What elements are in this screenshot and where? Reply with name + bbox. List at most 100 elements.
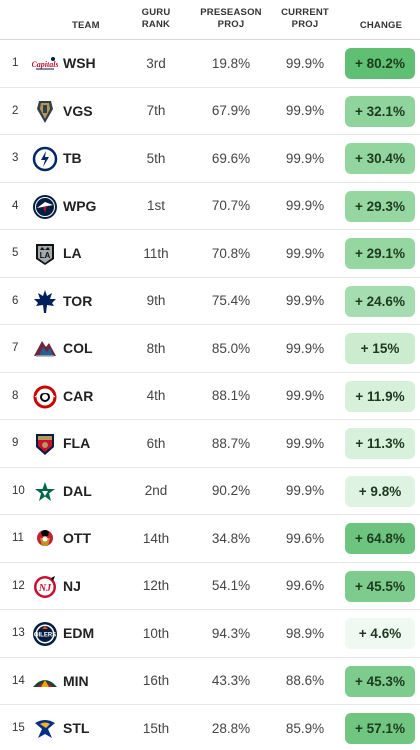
row-number: 7 [12, 342, 19, 355]
guru-rank: 1st [146, 198, 165, 214]
change-badge: + 32.1% [345, 95, 415, 127]
team-abbr[interactable]: FLA [63, 435, 91, 452]
header-preseason-line2: PROJ [217, 19, 245, 30]
guru-rank: 14th [142, 530, 170, 546]
team-abbr[interactable]: CAR [63, 387, 94, 404]
guru-rank: 11th [143, 245, 169, 261]
row-number: 1 [12, 57, 19, 70]
preseason-proj: 34.8% [211, 530, 251, 546]
preseason-proj: 28.8% [211, 720, 251, 736]
guru-rank: 2nd [144, 483, 168, 499]
guru-rank: 12th [142, 578, 170, 594]
team-abbr[interactable]: WPG [63, 197, 97, 214]
current-proj: 99.9% [285, 150, 325, 166]
current-proj: 99.9% [285, 55, 325, 71]
table-row[interactable]: 5 LA LA 11th 70.8% 99.9% + 29.1% [0, 230, 420, 278]
table-row[interactable]: 6 TOR 9th 75.4% 99.9% + 24.6% [0, 278, 420, 325]
table-row[interactable]: 15 STL 15th 28.8% 85.9% + 57.1% [0, 705, 420, 750]
golden-knights-logo-icon [32, 99, 58, 125]
table-body: 1 Capitals WSH 3rd 19.8% 99.9% + 80.2% 2 VGS 7th 6… [0, 40, 420, 750]
guru-rank: 8th [146, 340, 166, 356]
header-current-proj[interactable]: CURRENT PROJ [274, 7, 336, 31]
team-abbr[interactable]: TB [63, 150, 82, 167]
guru-rank: 10th [142, 625, 170, 641]
svg-text:Capitals: Capitals [32, 60, 58, 69]
svg-text:NJ: NJ [38, 583, 52, 594]
team-abbr[interactable]: VGS [63, 102, 93, 119]
stars-logo-icon [32, 479, 58, 505]
team-abbr[interactable]: STL [63, 720, 90, 737]
change-badge: + 24.6% [345, 285, 415, 317]
team-abbr[interactable]: TOR [63, 292, 93, 309]
jets-logo-icon [32, 194, 58, 220]
table-row[interactable]: 4 WPG 1st 70.7% 99.9% + 29.3% [0, 183, 420, 230]
preseason-proj: 90.2% [211, 483, 251, 499]
current-proj: 99.6% [285, 578, 325, 594]
table-row[interactable]: 10 DAL 2nd 90.2% 99.9% + 9.8% [0, 468, 420, 515]
row-number: 13 [12, 627, 25, 640]
header-preseason-proj[interactable]: PRESEASON PROJ [196, 7, 266, 31]
change-badge: + 4.6% [345, 618, 415, 649]
change-badge: + 15% [345, 333, 415, 364]
row-number: 5 [12, 247, 19, 260]
table-row[interactable]: 2 VGS 7th 67.9% 99.9% + 32.1% [0, 88, 420, 135]
table-row[interactable]: 12 NJ NJ 12th 54.1% 99.6% + 45.5% [0, 563, 420, 610]
change-badge: + 30.4% [345, 143, 415, 174]
preseason-proj: 43.3% [211, 673, 251, 689]
wild-logo-icon [32, 669, 58, 695]
header-guru-rank[interactable]: GURU RANK [130, 7, 182, 31]
table-row[interactable]: 8 CAR 4th 88.1% 99.9% + 11.9% [0, 373, 420, 420]
table-row[interactable]: 14 MIN 16th 43.3% 88.6% + 45.3% [0, 658, 420, 705]
preseason-proj: 75.4% [211, 293, 251, 309]
header-change[interactable]: CHANGE [359, 20, 403, 31]
table-row[interactable]: 13 OILERS EDM 10th 94.3% 98.9% + 4.6% [0, 610, 420, 658]
change-badge: + 9.8% [345, 475, 415, 507]
team-abbr[interactable]: COL [63, 340, 93, 357]
team-abbr[interactable]: NJ [63, 577, 81, 594]
change-badge: + 11.9% [345, 380, 415, 412]
row-number: 9 [12, 437, 19, 450]
preseason-proj: 85.0% [211, 340, 251, 356]
current-proj: 99.9% [285, 198, 325, 214]
row-number: 11 [12, 532, 24, 545]
team-abbr[interactable]: OTT [63, 530, 91, 547]
table-row[interactable]: 9 FLA 6th 88.7% 99.9% + 11.3% [0, 420, 420, 468]
change-badge: + 80.2% [345, 48, 415, 79]
change-badge: + 11.3% [345, 428, 415, 459]
oilers-logo-icon: OILERS [32, 621, 58, 647]
team-abbr[interactable]: LA [63, 245, 82, 262]
team-abbr[interactable]: EDM [63, 625, 95, 642]
row-number: 3 [12, 152, 19, 165]
team-abbr[interactable]: WSH [63, 55, 96, 72]
panthers-logo-icon [32, 431, 58, 457]
preseason-proj: 69.6% [211, 150, 251, 166]
team-abbr[interactable]: DAL [63, 482, 92, 499]
current-proj: 99.9% [285, 103, 325, 119]
guru-rank: 5th [146, 150, 166, 166]
svg-text:OILERS: OILERS [34, 633, 56, 639]
row-number: 8 [12, 389, 19, 402]
header-team[interactable]: TEAM [72, 20, 100, 31]
guru-rank: 15th [142, 720, 170, 736]
change-badge: + 45.3% [345, 665, 415, 697]
current-proj: 85.9% [285, 720, 325, 736]
preseason-proj: 70.8% [211, 245, 251, 261]
lightning-logo-icon [32, 146, 58, 172]
hurricanes-logo-icon [32, 384, 58, 410]
current-proj: 99.9% [285, 293, 325, 309]
preseason-proj: 88.1% [211, 388, 251, 404]
table-row[interactable]: 1 Capitals WSH 3rd 19.8% 99.9% + 80.2% [0, 40, 420, 88]
team-abbr[interactable]: MIN [63, 672, 89, 689]
table-row[interactable]: 3 TB 5th 69.6% 99.9% + 30.4% [0, 135, 420, 183]
capitals-logo-icon: Capitals [31, 51, 59, 77]
guru-rank: 6th [146, 435, 166, 451]
preseason-proj: 70.7% [211, 198, 251, 214]
preseason-proj: 67.9% [211, 103, 251, 119]
row-number: 15 [12, 722, 25, 735]
table-row[interactable]: 7 COL 8th 85.0% 99.9% + 15% [0, 325, 420, 373]
row-number: 14 [12, 674, 25, 687]
current-proj: 88.6% [285, 673, 325, 689]
row-number: 2 [12, 104, 19, 117]
table-row[interactable]: 11 OTT 14th 34.8% 99.6% + 64.8% [0, 515, 420, 563]
guru-rank: 16th [142, 673, 170, 689]
